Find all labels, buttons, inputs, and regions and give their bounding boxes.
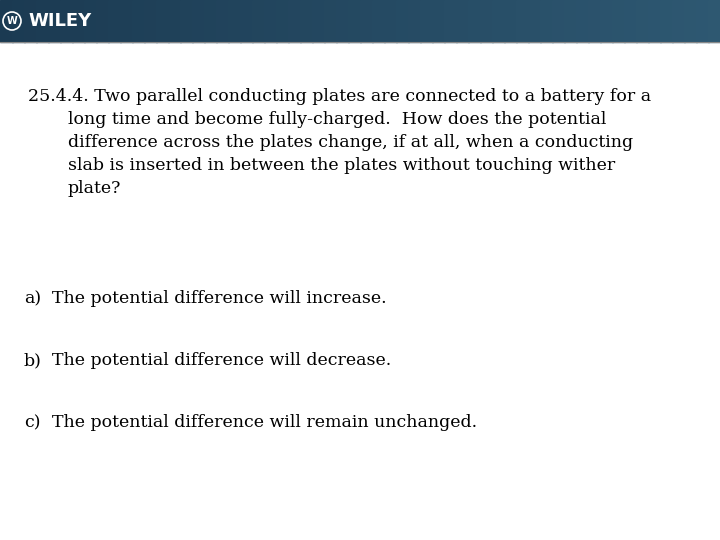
Bar [252,0,264,42]
Bar [564,0,577,42]
Bar [72,0,84,42]
Text: c): c) [24,414,40,431]
Bar [468,0,480,42]
Text: W: W [6,16,17,26]
Text: a): a) [24,290,41,307]
Text: plate?: plate? [68,180,122,197]
Bar [708,0,720,42]
Bar [180,0,192,42]
Text: The potential difference will remain unchanged.: The potential difference will remain unc… [52,414,477,431]
Bar [516,0,528,42]
Text: slab is inserted in between the plates without touching wither: slab is inserted in between the plates w… [68,157,616,174]
Bar [120,0,132,42]
Bar [324,0,336,42]
Bar [420,0,433,42]
Bar [12,0,24,42]
Text: long time and become fully-charged.  How does the potential: long time and become fully-charged. How … [68,111,606,128]
Bar [528,0,541,42]
Bar [504,0,516,42]
Bar [36,0,48,42]
Text: The potential difference will increase.: The potential difference will increase. [52,290,387,307]
Bar [300,0,312,42]
Bar [204,0,217,42]
Bar [624,0,636,42]
Bar [408,0,420,42]
Bar [0,0,12,42]
Bar [648,0,660,42]
Bar [348,0,361,42]
Text: The potential difference will decrease.: The potential difference will decrease. [52,352,391,369]
Bar [432,0,444,42]
Text: b): b) [24,352,42,369]
Bar [144,0,156,42]
Bar [588,0,600,42]
Bar [360,0,372,42]
Bar [240,0,253,42]
Bar [396,0,408,42]
Bar [456,0,469,42]
Bar [480,0,492,42]
Bar [24,0,37,42]
Bar [108,0,120,42]
Bar [168,0,181,42]
Bar [84,0,96,42]
Bar [492,0,505,42]
Bar [444,0,456,42]
Bar [540,0,552,42]
Bar [228,0,240,42]
Bar [192,0,204,42]
Bar [264,0,276,42]
Bar [672,0,685,42]
Bar [372,0,384,42]
Text: WILEY: WILEY [28,12,91,30]
Bar [636,0,649,42]
Bar [132,0,145,42]
Bar [384,0,397,42]
Text: 25.4.4. Two parallel conducting plates are connected to a battery for a: 25.4.4. Two parallel conducting plates a… [28,88,651,105]
Bar [336,0,348,42]
Bar [96,0,109,42]
Text: difference across the plates change, if at all, when a conducting: difference across the plates change, if … [68,134,633,151]
Bar [696,0,708,42]
Bar [312,0,325,42]
Bar [216,0,228,42]
Bar [600,0,613,42]
Bar [660,0,672,42]
Bar [288,0,300,42]
Bar [276,0,289,42]
Bar [576,0,588,42]
Bar [60,0,73,42]
Bar [48,0,60,42]
Bar [156,0,168,42]
Bar [612,0,624,42]
Bar [684,0,696,42]
Bar [552,0,564,42]
